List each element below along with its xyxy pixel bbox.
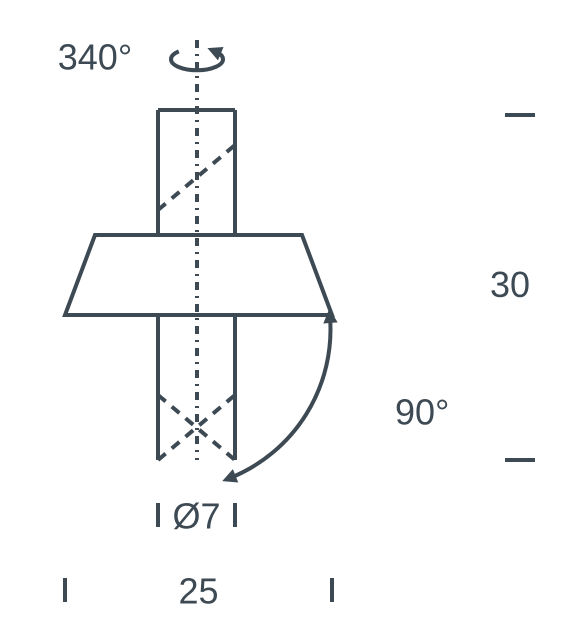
diameter-label: Ø7 [172,496,220,537]
height-label: 30 [490,264,530,305]
width-label: 25 [178,571,218,612]
tilt-label: 90° [395,392,449,433]
tilt-arc [230,317,330,478]
rotation-label: 340° [58,37,132,78]
